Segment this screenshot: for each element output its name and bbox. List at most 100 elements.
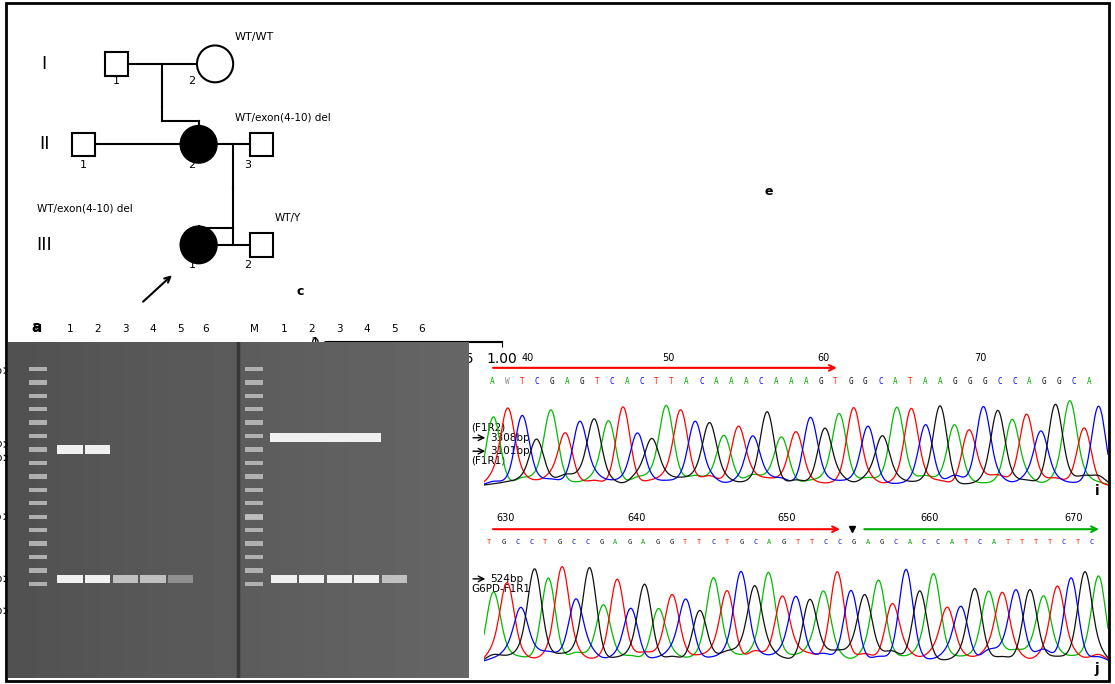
Bar bbox=[29, 581, 47, 586]
Text: 660: 660 bbox=[921, 513, 939, 523]
Text: T: T bbox=[543, 538, 547, 544]
Text: d: d bbox=[297, 325, 306, 338]
Text: T: T bbox=[963, 538, 968, 544]
Text: 4: 4 bbox=[149, 324, 156, 334]
Text: C: C bbox=[535, 377, 540, 386]
Text: WT/Y: WT/Y bbox=[274, 213, 301, 224]
Text: C: C bbox=[1061, 538, 1066, 544]
Text: C: C bbox=[530, 538, 533, 544]
Text: 1: 1 bbox=[188, 261, 195, 270]
Text: T: T bbox=[795, 538, 799, 544]
Text: C: C bbox=[1012, 377, 1017, 386]
Text: C: C bbox=[978, 538, 982, 544]
Text: 50: 50 bbox=[662, 353, 675, 363]
Text: 14kb: 14kb bbox=[0, 365, 2, 376]
Text: WT/exon(4-10) del: WT/exon(4-10) del bbox=[235, 113, 330, 123]
Text: C: C bbox=[823, 538, 827, 544]
Bar bbox=[355, 575, 379, 583]
Text: C: C bbox=[639, 377, 644, 386]
Text: G: G bbox=[818, 377, 823, 386]
Text: G: G bbox=[580, 377, 584, 386]
Text: A: A bbox=[624, 377, 629, 386]
Text: T: T bbox=[833, 377, 837, 386]
Bar bbox=[29, 542, 47, 546]
Text: T: T bbox=[655, 377, 659, 386]
Text: C: C bbox=[610, 377, 614, 386]
Text: G: G bbox=[669, 538, 673, 544]
Text: g: g bbox=[765, 325, 774, 338]
Text: A: A bbox=[893, 377, 898, 386]
Text: A: A bbox=[767, 538, 772, 544]
Text: III: III bbox=[36, 236, 52, 254]
Text: T: T bbox=[520, 377, 525, 386]
Bar bbox=[245, 367, 263, 371]
Text: f: f bbox=[765, 285, 770, 298]
Bar bbox=[245, 514, 263, 520]
Text: 60: 60 bbox=[817, 353, 830, 363]
Text: G: G bbox=[501, 538, 505, 544]
Text: G: G bbox=[982, 377, 987, 386]
Text: 1: 1 bbox=[113, 76, 120, 86]
Bar bbox=[245, 474, 263, 479]
Bar bbox=[245, 447, 263, 451]
Text: A: A bbox=[729, 377, 734, 386]
Text: 40: 40 bbox=[522, 353, 534, 363]
Text: 1: 1 bbox=[281, 324, 288, 334]
Text: II: II bbox=[39, 135, 49, 153]
Text: 3308bp: 3308bp bbox=[491, 433, 530, 443]
Text: A: A bbox=[950, 538, 953, 544]
Text: 6: 6 bbox=[419, 324, 425, 334]
Bar bbox=[29, 568, 47, 573]
Text: 1: 1 bbox=[80, 160, 87, 170]
Ellipse shape bbox=[181, 226, 216, 263]
Text: 0.5kb: 0.5kb bbox=[0, 574, 2, 584]
Text: C: C bbox=[711, 538, 716, 544]
Bar bbox=[58, 575, 83, 583]
Text: 1: 1 bbox=[67, 324, 74, 334]
Text: b: b bbox=[297, 187, 306, 200]
Text: W: W bbox=[505, 377, 510, 386]
Text: 3: 3 bbox=[244, 160, 252, 170]
Text: G: G bbox=[628, 538, 631, 544]
Bar bbox=[245, 542, 263, 546]
Text: C: C bbox=[515, 538, 520, 544]
Text: A: A bbox=[774, 377, 778, 386]
Text: c: c bbox=[297, 285, 304, 298]
Text: C: C bbox=[878, 377, 883, 386]
Text: 630: 630 bbox=[496, 513, 515, 523]
Text: 640: 640 bbox=[628, 513, 646, 523]
Bar bbox=[245, 407, 263, 411]
Text: A: A bbox=[641, 538, 646, 544]
Text: M: M bbox=[33, 324, 42, 334]
Text: 2: 2 bbox=[244, 261, 252, 270]
Bar bbox=[326, 433, 353, 443]
Bar bbox=[245, 528, 263, 532]
Text: T: T bbox=[669, 377, 673, 386]
Bar bbox=[29, 407, 47, 411]
Bar bbox=[245, 380, 263, 384]
Text: 650: 650 bbox=[777, 513, 796, 523]
Text: A: A bbox=[491, 377, 495, 386]
Text: A: A bbox=[908, 538, 912, 544]
Bar bbox=[29, 474, 47, 479]
Text: 2: 2 bbox=[188, 160, 195, 170]
Bar bbox=[85, 575, 110, 583]
Text: 524bp: 524bp bbox=[491, 574, 523, 584]
Bar bbox=[29, 367, 47, 371]
Bar bbox=[29, 447, 47, 451]
Text: G: G bbox=[849, 377, 853, 386]
Text: G: G bbox=[1043, 377, 1047, 386]
Text: G: G bbox=[852, 538, 855, 544]
Text: A: A bbox=[938, 377, 942, 386]
Text: T: T bbox=[1034, 538, 1038, 544]
Bar bbox=[270, 433, 298, 443]
Bar bbox=[245, 501, 263, 505]
Text: A: A bbox=[613, 538, 618, 544]
Bar bbox=[298, 433, 326, 443]
Bar bbox=[381, 575, 407, 583]
Bar bbox=[29, 488, 47, 492]
Bar bbox=[245, 568, 263, 573]
Bar bbox=[245, 393, 263, 398]
Text: 3: 3 bbox=[122, 324, 128, 334]
Bar bbox=[29, 514, 47, 519]
